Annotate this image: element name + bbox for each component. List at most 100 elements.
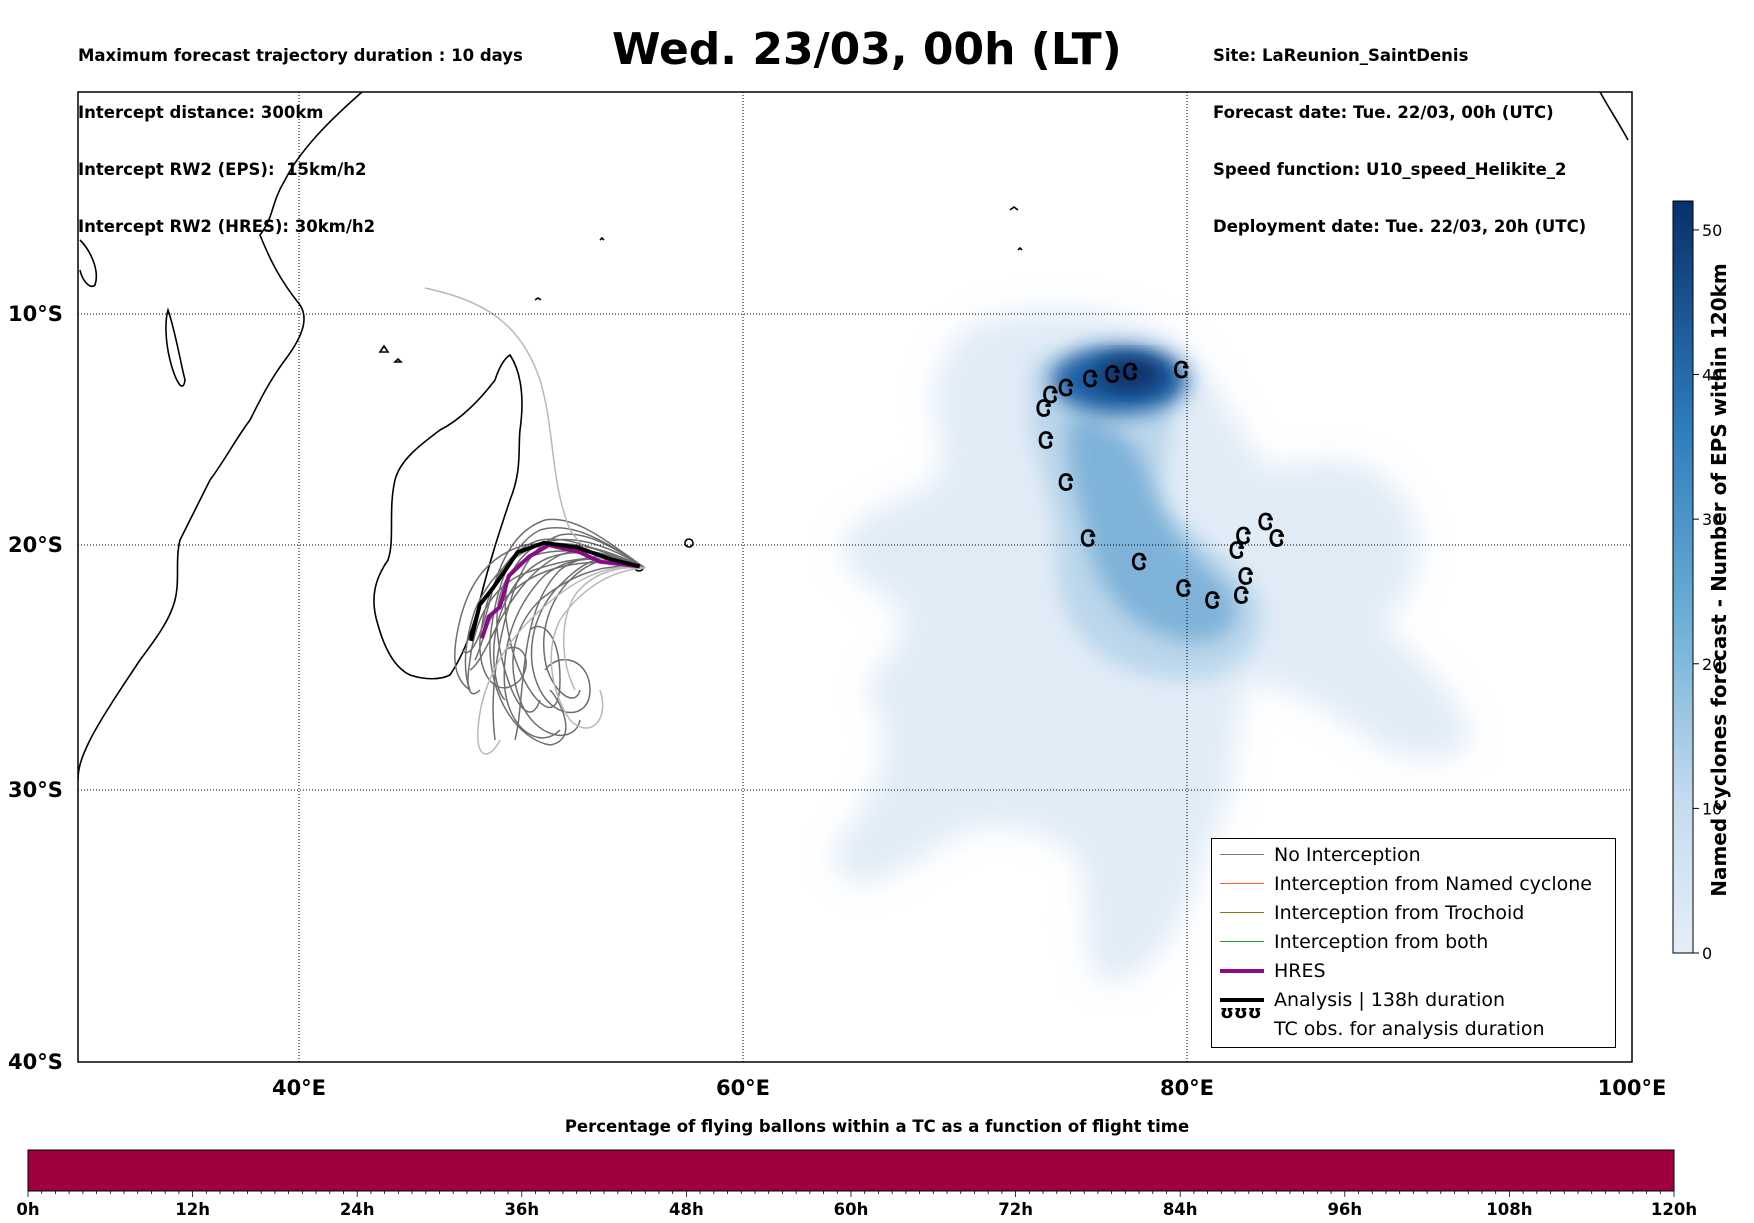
legend-label: Interception from Named cyclone <box>1274 872 1592 895</box>
coast-comoros <box>378 344 403 363</box>
coast-madagascar <box>373 353 523 680</box>
coast-sumatra <box>1599 92 1629 141</box>
tc-obs-icon: Ꮳ <box>1269 527 1284 552</box>
coast-mauritius <box>684 538 694 548</box>
right-colorbar-tick-label: 30 <box>1702 510 1722 529</box>
bottom-colorbar-tick-label: 108h <box>1486 1200 1532 1219</box>
bottom-colorbar-tick-label: 48h <box>669 1200 704 1219</box>
tc-obs-legend-icon: ʊʊʊ <box>1220 1002 1262 1023</box>
lat-label-10s: 10°S <box>8 302 63 326</box>
map-frame <box>77 91 1633 1063</box>
density-core-peak <box>1096 356 1164 392</box>
right-colorbar-tick-label: 20 <box>1702 655 1722 674</box>
trajectory-line <box>492 533 646 741</box>
lon-label-60e: 60°E <box>716 1076 770 1100</box>
page-title: Wed. 23/03, 00h (LT) <box>612 24 1122 75</box>
legend-swatch <box>1220 997 1264 1002</box>
header-right: Site: LaReunion_SaintDenis Forecast date… <box>1213 8 1586 255</box>
legend-label: Interception from both <box>1274 930 1489 953</box>
density-field <box>833 309 1470 984</box>
tc-obs-icon: Ꮳ <box>1038 429 1053 454</box>
right-colorbar: 0 10 20 30 40 50 <box>1672 200 1722 963</box>
analysis-track-group <box>468 540 641 642</box>
coast-lake-victoria <box>79 239 98 288</box>
tc-obs-icon: Ꮳ <box>1238 565 1253 590</box>
bottom-colorbar-title: Percentage of flying ballons within a TC… <box>564 1117 1190 1136</box>
header-right-line-3: Speed function: U10_speed_Helikite_2 <box>1213 160 1567 179</box>
lon-label-100e: 100°E <box>1598 1076 1667 1100</box>
tc-obs-icon: Ꮳ <box>1234 584 1249 609</box>
trajectory-line <box>461 518 646 654</box>
legend-swatch <box>1220 940 1264 943</box>
lon-label-40e: 40°E <box>272 1076 326 1100</box>
right-colorbar-label: Named cyclones forecast - Number of EPS … <box>1707 263 1731 897</box>
tc-obs-icon: Ꮳ <box>1105 363 1120 388</box>
trajectory-line <box>543 558 646 699</box>
trajectory-line <box>550 567 646 729</box>
header-right-line-2: Forecast date: Tue. 22/03, 00h (UTC) <box>1213 103 1554 122</box>
right-colorbar-tick-label: 40 <box>1702 366 1722 385</box>
bottom-colorbar-tick-label: 120h <box>1651 1200 1697 1219</box>
header-left-line-2: Intercept distance: 300km <box>78 103 324 122</box>
legend-label: Interception from Trochoid <box>1274 901 1525 924</box>
right-colorbar-ticks: 0 10 20 30 40 50 <box>1693 221 1722 963</box>
tc-obs-icon: Ꮳ <box>1123 361 1138 386</box>
right-colorbar-tick-label: 10 <box>1702 799 1722 818</box>
legend: No Interception Interception from Named … <box>1211 838 1616 1048</box>
hres-track-group <box>480 543 640 639</box>
legend-label: Analysis | 138h duration <box>1274 988 1506 1011</box>
graticule <box>78 92 1632 1062</box>
analysis-track <box>468 540 641 642</box>
bottom-colorbar-tick-label: 12h <box>175 1200 210 1219</box>
bottom-colorbar-tick-label: 0h <box>16 1200 39 1219</box>
tc-obs-icon: Ꮳ <box>1132 551 1147 576</box>
bottom-colorbar-tick-label: 24h <box>340 1200 375 1219</box>
tc-obs-icon: Ꮳ <box>1083 367 1098 392</box>
right-colorbar-fill <box>1672 200 1694 954</box>
bottom-colorbar-tick-label: 36h <box>504 1200 539 1219</box>
header-left-line-4: Intercept RW2 (HRES): 30km/h2 <box>78 217 376 236</box>
tc-obs-icon: Ꮳ <box>1043 383 1058 408</box>
legend-label: HRES <box>1274 959 1326 982</box>
bottom-colorbar-ticks: 0h 12h 24h 36h 48h 60h 72h 84h 96h 108h 120h <box>16 1191 1697 1219</box>
header-left-line-1: Maximum forecast trajectory duration : 1… <box>78 46 523 65</box>
lat-label-20s: 20°S <box>8 533 63 557</box>
legend-swatch <box>1220 853 1264 856</box>
coast-east-africa <box>78 92 363 781</box>
legend-swatch <box>1220 968 1264 973</box>
bottom-colorbar-fill <box>27 1149 1675 1192</box>
lon-label-80e: 80°E <box>1160 1076 1214 1100</box>
legend-label: No Interception <box>1274 843 1421 866</box>
tc-obs-icon: Ꮳ <box>1058 471 1073 496</box>
tc-obs-icon: Ꮳ <box>1174 358 1189 383</box>
bottom-colorbar: 0h 12h 24h 36h 48h 60h 72h 84h 96h 108h 120h <box>16 1149 1697 1219</box>
trajectory-line <box>504 538 646 708</box>
bottom-colorbar-tick-label: 72h <box>998 1200 1033 1219</box>
hres-track <box>480 543 640 639</box>
trajectory-line <box>512 565 646 736</box>
lat-label-40s: 40°S <box>8 1050 63 1074</box>
tc-obs-icon: Ꮳ <box>1176 577 1191 602</box>
bottom-colorbar-tick-label: 96h <box>1327 1200 1362 1219</box>
bottom-colorbar-tick-label: 60h <box>834 1200 869 1219</box>
header-right-line-1: Site: LaReunion_SaintDenis <box>1213 46 1469 65</box>
legend-swatch <box>1220 911 1264 914</box>
tc-obs-icon: Ꮳ <box>1236 525 1251 550</box>
header-right-line-4: Deployment date: Tue. 22/03, 20h (UTC) <box>1213 217 1587 236</box>
coast-seychelles <box>534 236 605 301</box>
trajectory-line <box>424 287 646 569</box>
trajectory-line <box>563 566 646 691</box>
trajectory-line <box>530 557 646 714</box>
density-inner <box>1067 418 1237 642</box>
legend-label: TC obs. for analysis duration <box>1274 1017 1545 1040</box>
trajectory-line <box>464 542 646 691</box>
legend-swatch <box>1220 882 1264 885</box>
tc-obs-icon: Ꮳ <box>1081 527 1096 552</box>
tc-obs-icon: Ꮳ <box>1205 589 1220 614</box>
right-colorbar-tick-label: 0 <box>1702 944 1712 963</box>
trajectory-line <box>477 566 646 755</box>
coast-lake-malawi <box>165 307 186 387</box>
tc-obs-icon: Ꮳ <box>1058 377 1073 402</box>
trajectory-line <box>503 558 646 739</box>
